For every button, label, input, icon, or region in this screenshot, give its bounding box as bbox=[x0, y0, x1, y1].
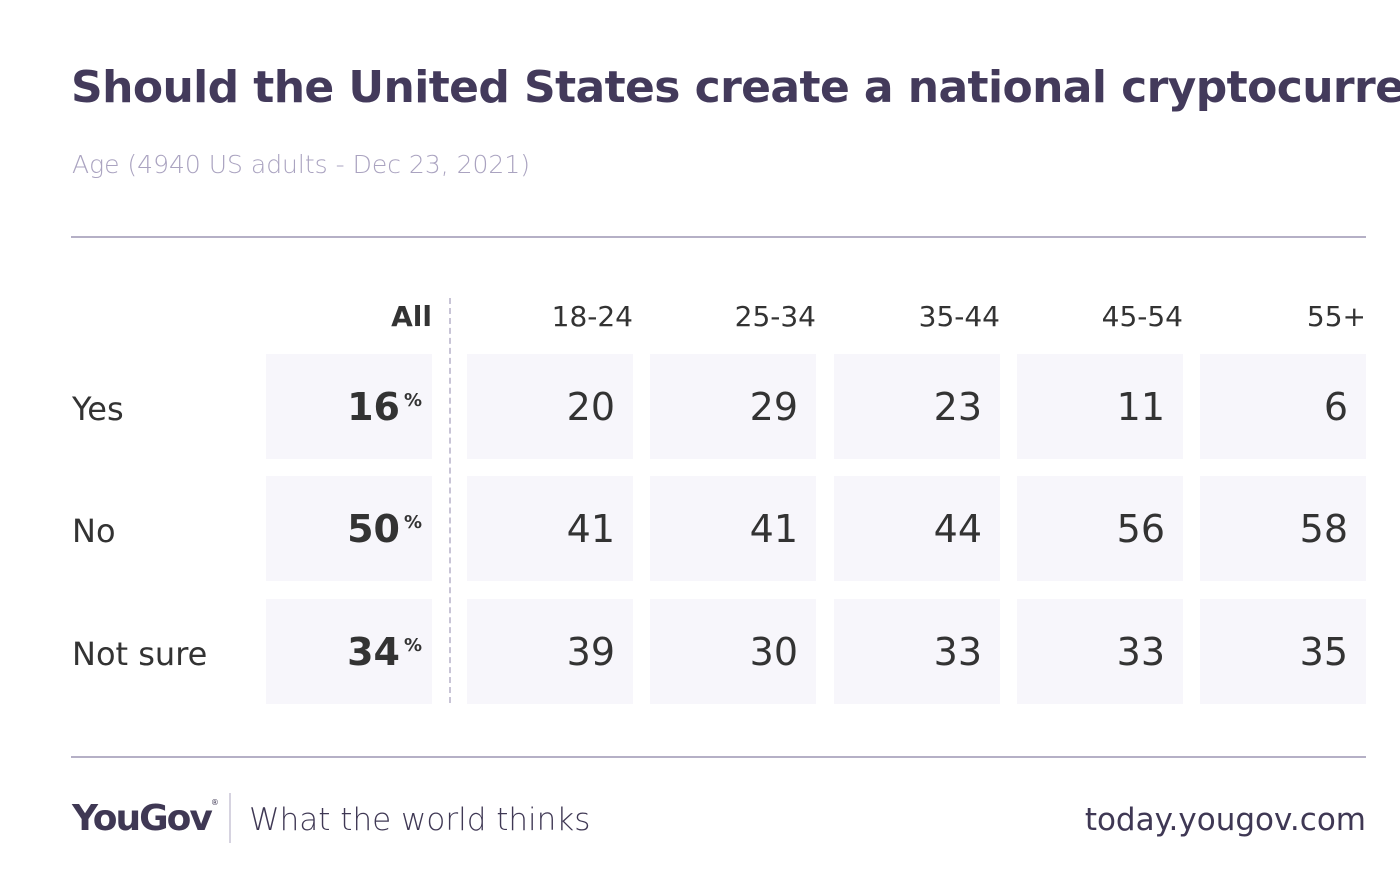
cell-value: 35 bbox=[1299, 629, 1348, 674]
column-header: 25-34 bbox=[734, 300, 816, 333]
cell-value: 34 bbox=[347, 629, 400, 674]
column-header: 35-44 bbox=[918, 300, 1000, 333]
registered-mark: ® bbox=[210, 798, 219, 807]
column-header: 55+ bbox=[1306, 300, 1366, 333]
percent-sign: % bbox=[403, 512, 422, 533]
column-header: 45-54 bbox=[1101, 300, 1183, 333]
cell-value: 33 bbox=[933, 629, 982, 674]
yougov-logo: YouGov® bbox=[72, 798, 219, 839]
value-cell: 6 bbox=[1200, 354, 1366, 459]
percent-sign: % bbox=[403, 390, 422, 411]
column-header: 18-24 bbox=[551, 300, 633, 333]
chart-subtitle: Age (4940 US adults - Dec 23, 2021) bbox=[72, 150, 530, 179]
value-cell: 30 bbox=[650, 599, 816, 704]
footer-separator bbox=[229, 793, 231, 843]
value-cell: 20 bbox=[467, 354, 633, 459]
row-label: Yes bbox=[72, 390, 124, 428]
value-cell: 41 bbox=[650, 476, 816, 581]
value-cell: 11 bbox=[1017, 354, 1183, 459]
value-cell: 33 bbox=[1017, 599, 1183, 704]
row-label: No bbox=[72, 512, 116, 550]
value-cell: 39 bbox=[467, 599, 633, 704]
value-cell: 23 bbox=[834, 354, 1000, 459]
cell-value: 41 bbox=[749, 506, 798, 551]
cell-value: 39 bbox=[566, 629, 615, 674]
all-value-cell: 34% bbox=[266, 599, 432, 704]
all-value-cell: 50% bbox=[266, 476, 432, 581]
cell-value: 11 bbox=[1116, 384, 1165, 429]
cell-value: 50 bbox=[347, 506, 400, 551]
cell-value: 44 bbox=[933, 506, 982, 551]
value-cell: 41 bbox=[467, 476, 633, 581]
cell-value: 56 bbox=[1116, 506, 1165, 551]
cell-value: 41 bbox=[566, 506, 615, 551]
value-cell: 35 bbox=[1200, 599, 1366, 704]
cell-value: 20 bbox=[566, 384, 615, 429]
cell-value: 58 bbox=[1299, 506, 1348, 551]
tagline: What the world thinks bbox=[249, 802, 591, 838]
percent-sign: % bbox=[403, 635, 422, 656]
value-cell: 58 bbox=[1200, 476, 1366, 581]
value-cell: 29 bbox=[650, 354, 816, 459]
cell-value: 6 bbox=[1323, 384, 1348, 429]
value-cell: 56 bbox=[1017, 476, 1183, 581]
value-cell: 44 bbox=[834, 476, 1000, 581]
cell-value: 33 bbox=[1116, 629, 1165, 674]
row-label: Not sure bbox=[72, 635, 208, 673]
cell-value: 30 bbox=[749, 629, 798, 674]
value-cell: 33 bbox=[834, 599, 1000, 704]
all-value-cell: 16% bbox=[266, 354, 432, 459]
cell-value: 23 bbox=[933, 384, 982, 429]
site-url: today.yougov.com bbox=[1084, 802, 1366, 838]
top-divider bbox=[71, 236, 1366, 238]
all-column-divider bbox=[449, 298, 451, 703]
bottom-divider bbox=[71, 756, 1366, 758]
logo-text: YouGov bbox=[72, 798, 213, 839]
column-header: All bbox=[391, 300, 432, 333]
cell-value: 16 bbox=[347, 384, 400, 429]
cell-value: 29 bbox=[749, 384, 798, 429]
chart-title: Should the United States create a nation… bbox=[71, 62, 1400, 113]
